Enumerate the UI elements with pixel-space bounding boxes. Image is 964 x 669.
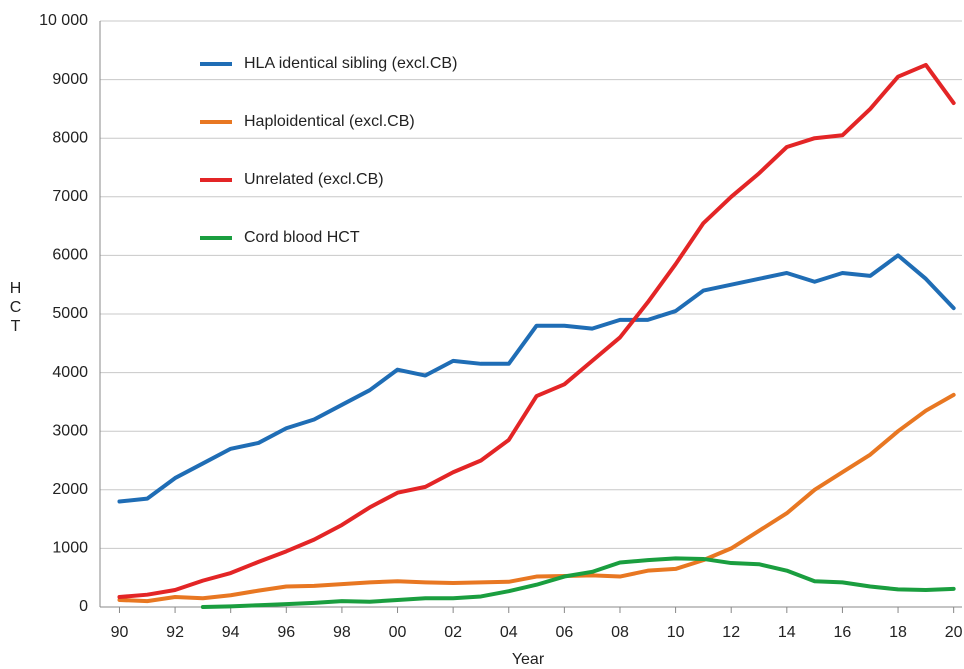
legend-label: Unrelated (excl.CB) (244, 171, 384, 188)
legend-label: Cord blood HCT (244, 229, 360, 246)
x-tick-label: 16 (834, 624, 852, 641)
x-tick-label: 20 (945, 624, 963, 641)
y-tick-label: 7000 (52, 188, 88, 205)
y-tick-label: 5000 (52, 305, 88, 322)
y-tick-label: 6000 (52, 247, 88, 264)
series-line (200, 556, 956, 609)
y-tick-label: 4000 (52, 364, 88, 381)
y-tick-label: 1000 (52, 540, 88, 557)
x-tick-label: 02 (444, 624, 462, 641)
x-tick-label: 96 (277, 624, 295, 641)
series-line (117, 62, 956, 600)
y-tick-label: 10 000 (39, 12, 88, 29)
x-tick-label: 06 (555, 624, 573, 641)
x-tick-label: 14 (778, 624, 796, 641)
y-tick-label: 3000 (52, 422, 88, 439)
x-tick-label: 18 (889, 624, 907, 641)
x-tick-label: 04 (500, 624, 518, 641)
y-tick-label: 0 (79, 598, 88, 615)
x-tick-label: 12 (722, 624, 740, 641)
legend-label: HLA identical sibling (excl.CB) (244, 55, 457, 72)
x-tick-label: 10 (667, 624, 685, 641)
y-axis-title: HCT (7, 280, 24, 337)
x-tick-label: 08 (611, 624, 629, 641)
series-line (117, 392, 956, 604)
x-tick-label: 00 (389, 624, 407, 641)
legend-label: Haploidentical (excl.CB) (244, 113, 415, 130)
x-tick-label: 92 (166, 624, 184, 641)
series-line (117, 253, 956, 504)
y-tick-label: 2000 (52, 481, 88, 498)
x-tick-label: 98 (333, 624, 351, 641)
x-tick-label: 90 (111, 624, 129, 641)
y-tick-label: 9000 (52, 71, 88, 88)
x-tick-label: 94 (222, 624, 240, 641)
x-axis-title: Year (512, 651, 545, 668)
y-tick-label: 8000 (52, 129, 88, 146)
